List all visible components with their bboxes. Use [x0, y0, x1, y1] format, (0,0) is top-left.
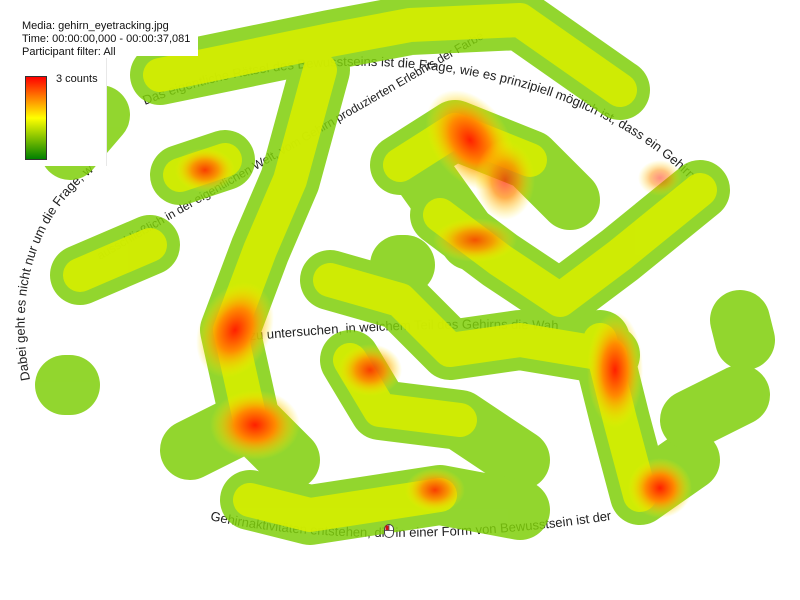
heatmap-hotspots: [175, 89, 692, 518]
heatmap-trails: [35, 0, 775, 545]
hotspot: [405, 468, 465, 512]
participant-filter-label: Participant filter: All: [22, 46, 116, 58]
hotspot: [210, 390, 300, 460]
hotspot: [475, 140, 535, 220]
hotspot: [587, 312, 643, 428]
mouse-cursor-icon: [384, 524, 394, 538]
media-label: Media: gehirn_eyetracking.jpg: [22, 20, 169, 32]
hotspot: [628, 458, 692, 518]
legend-color-scale: [25, 76, 47, 160]
time-label: Time: 00:00:00,000 - 00:00:37,081: [22, 33, 191, 45]
hotspot: [175, 148, 235, 192]
hotspot: [638, 160, 682, 196]
hotspot: [433, 218, 517, 262]
legend-max-label: 3 counts: [56, 73, 98, 85]
hotspot: [338, 344, 402, 396]
info-panel: [18, 16, 198, 56]
hotspot: [196, 282, 274, 378]
